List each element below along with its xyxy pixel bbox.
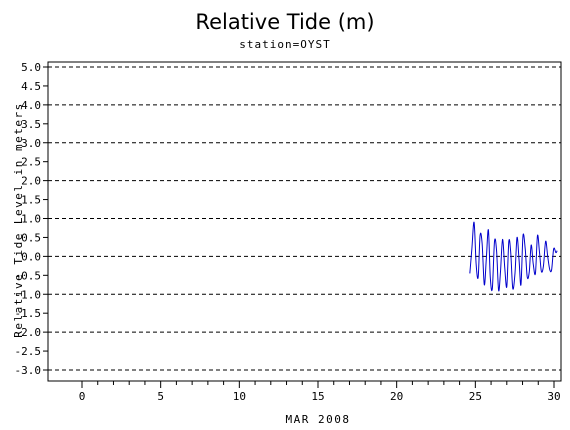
y-axis-label: Relative Tide Level in meters — [12, 102, 25, 338]
y-tick-label: 2.5 — [21, 156, 41, 169]
y-tick-label: 4.5 — [21, 80, 41, 93]
y-tick-label: -3.0 — [15, 364, 42, 377]
x-axis: 0 5 10 15 20 25 30 — [79, 381, 561, 403]
y-tick-label: -1.0 — [15, 288, 42, 301]
chart-subtitle: station=OYST — [239, 38, 330, 51]
y-tick-label: -1.5 — [15, 307, 42, 320]
y-tick-label: 2.0 — [21, 175, 41, 188]
tide-series-line — [469, 221, 558, 292]
series-group — [469, 221, 558, 292]
y-tick-label: -0.5 — [15, 269, 42, 282]
x-tick-label: 15 — [311, 390, 324, 403]
y-tick-label: 4.0 — [21, 99, 41, 112]
y-tick-label: -2.0 — [15, 326, 42, 339]
x-axis-label: MAR 2008 — [286, 413, 351, 426]
x-tick-label: 0 — [79, 390, 86, 403]
plot-frame — [47, 61, 562, 382]
x-tick-label: 25 — [469, 390, 482, 403]
y-tick-label: 1.0 — [21, 213, 41, 226]
x-tick-label: 5 — [157, 390, 164, 403]
gridlines — [48, 66, 561, 371]
y-axis: 5.0 4.5 4.0 3.5 3.0 2.5 2.0 1.5 1.0 0.5 0.0 -0.5 -1.… — [15, 61, 48, 377]
chart-title: Relative Tide (m) — [195, 10, 374, 34]
x-tick-label: 20 — [390, 390, 403, 403]
y-tick-label: 0.5 — [21, 231, 41, 244]
x-tick-label: 30 — [547, 390, 560, 403]
y-tick-label: 5.0 — [21, 61, 41, 74]
y-tick-label: 0.0 — [21, 250, 41, 263]
y-tick-label: 3.0 — [21, 137, 41, 150]
y-tick-label: 1.5 — [21, 194, 41, 207]
y-tick-label: 3.5 — [21, 118, 41, 131]
x-tick-label: 10 — [233, 390, 246, 403]
y-tick-label: -2.5 — [15, 345, 42, 358]
